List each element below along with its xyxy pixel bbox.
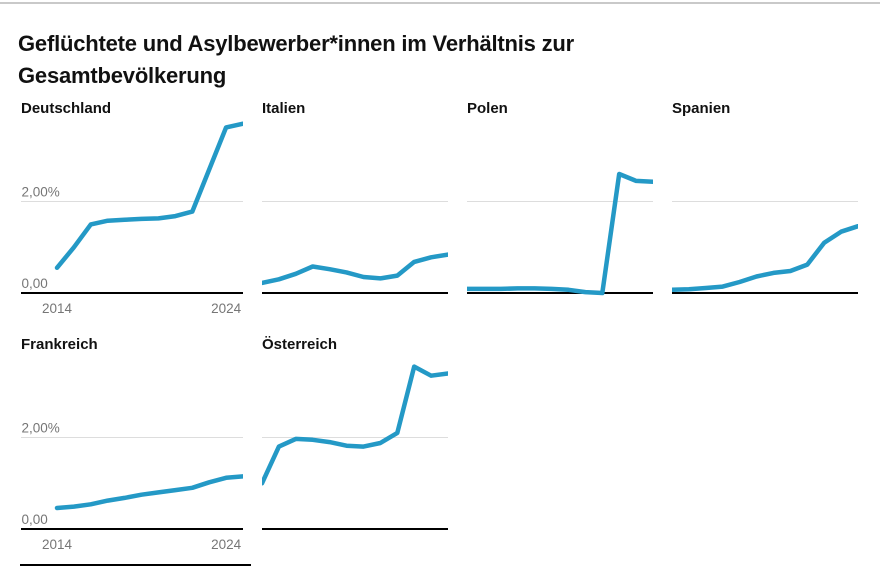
chart-cell-title-spanien: Spanien [672,100,731,117]
chart-plot-deutschland: 2,00% 0,00 2014 2024 [21,121,243,316]
chart-cell-oesterreich: Österreich [262,336,448,559]
chart-cell-title-polen: Polen [467,100,508,117]
chart-cell-title-frankreich: Frankreich [21,336,98,353]
chart-cell-polen: Polen [467,100,653,323]
chart-cell-title-deutschland: Deutschland [21,100,112,117]
data-line-frankreich [54,474,243,511]
chart-plot-spanien [672,201,858,294]
chart-cell-spanien: Spanien [672,100,858,323]
chart-plot-oesterreich [262,364,448,530]
data-line-spanien [672,223,858,293]
chart-plot-polen [467,171,653,296]
x-tick-label: 2024 [211,301,242,316]
chart-title: Geflüchtete und Asylbewerber*innen im Ve… [18,30,575,88]
data-line-italien [262,252,448,286]
y-tick-label: 2,00% [22,421,60,436]
data-line-oesterreich [262,364,448,486]
data-line-deutschland [54,121,243,271]
chart-cell-italien: Italien [262,100,448,323]
y-tick-label: 0,00 [22,276,48,291]
top-divider-rule [0,2,880,4]
chart-cell-frankreich: Frankreich 2,00% 0,00 2014 2024 [21,336,243,559]
chart-cell-title-italien: Italien [262,100,306,117]
y-tick-label: 0,00 [22,512,48,527]
y-tick-label: 2,00% [22,185,60,200]
data-line-polen [467,171,653,296]
x-tick-label: 2024 [211,537,242,552]
chart-plot-italien [262,201,448,294]
x-tick-label: 2014 [42,537,73,552]
chart-cell-title-oesterreich: Österreich [262,336,338,353]
bottom-crop-line [20,564,251,566]
chart-cell-deutschland: Deutschland 2,00% 0,00 2014 2024 [21,100,243,323]
x-tick-label: 2014 [42,301,73,316]
chart-plot-frankreich: 2,00% 0,00 2014 2024 [21,421,243,552]
